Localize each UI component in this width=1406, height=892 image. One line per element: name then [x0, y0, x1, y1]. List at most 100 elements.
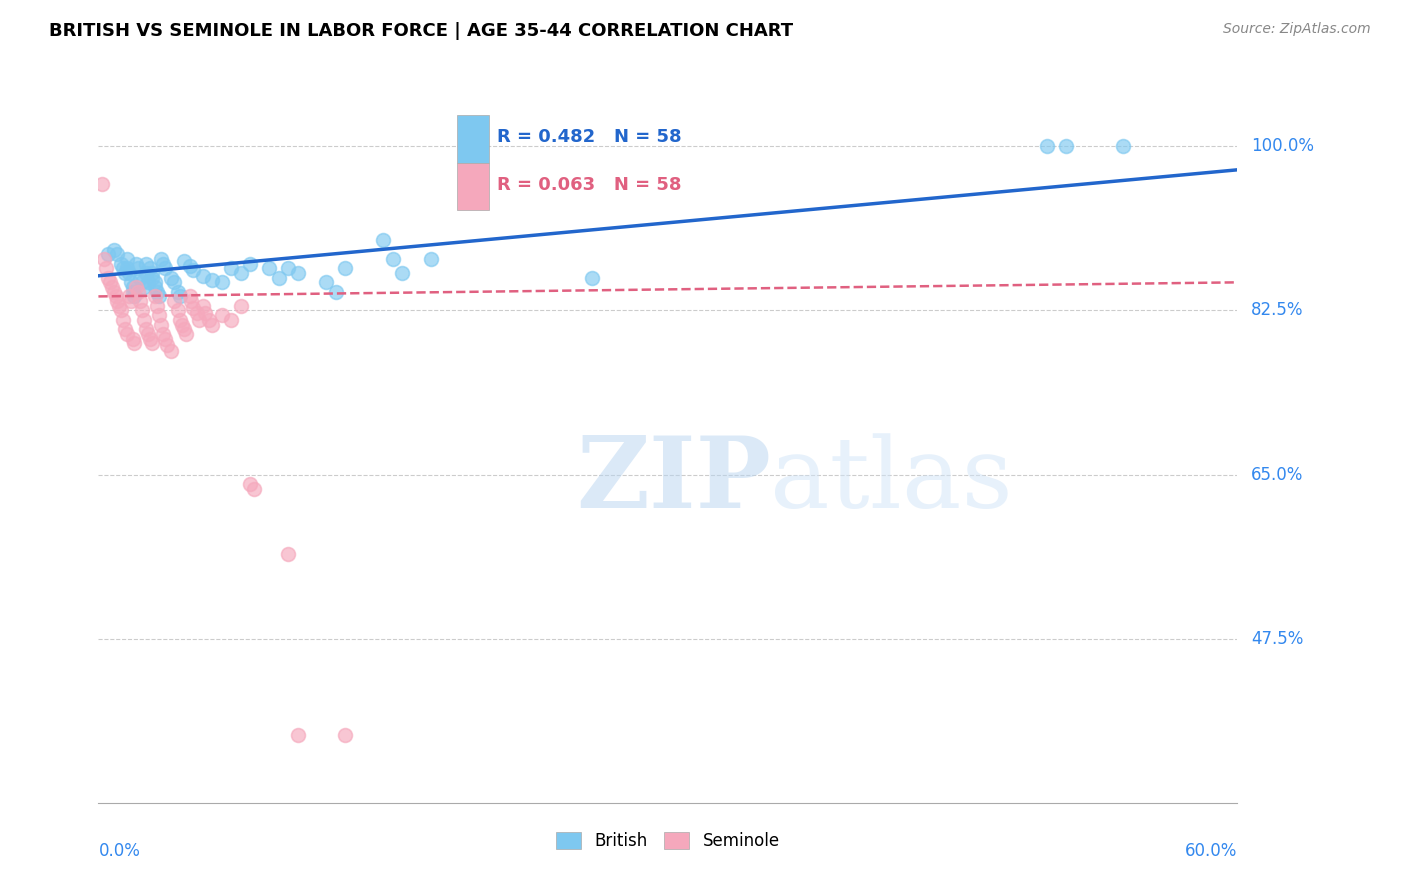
Point [135, 257, 157, 271]
Point [112, 261, 135, 276]
Point [170, 318, 193, 332]
Point [127, 261, 149, 276]
Point [243, 482, 266, 496]
Point [135, 266, 157, 280]
Point [183, 301, 205, 315]
Point [120, 276, 142, 290]
Point [100, 280, 122, 294]
Point [93, 252, 115, 266]
Point [112, 313, 135, 327]
Point [167, 303, 190, 318]
Point [132, 280, 155, 294]
Point [186, 306, 208, 320]
Text: R = 0.482   N = 58: R = 0.482 N = 58 [498, 128, 682, 146]
Point [315, 276, 337, 290]
Point [201, 318, 224, 332]
Point [335, 728, 357, 742]
Point [167, 285, 190, 299]
Point [145, 276, 167, 290]
Point [391, 266, 413, 280]
Point [419, 252, 441, 266]
Point [183, 263, 205, 277]
Point [239, 257, 262, 271]
Point [1036, 139, 1059, 153]
Point [120, 294, 142, 309]
Point [103, 285, 125, 299]
Point [110, 257, 132, 271]
Point [169, 289, 191, 303]
Point [163, 276, 186, 290]
Point [132, 313, 155, 327]
Point [129, 270, 152, 285]
Point [173, 322, 195, 336]
Point [325, 285, 347, 299]
Text: 82.5%: 82.5% [1251, 301, 1303, 319]
Point [153, 261, 176, 276]
Text: BRITISH VS SEMINOLE IN LABOR FORCE | AGE 35-44 CORRELATION CHART: BRITISH VS SEMINOLE IN LABOR FORCE | AGE… [49, 22, 793, 40]
Text: Source: ZipAtlas.com: Source: ZipAtlas.com [1223, 22, 1371, 37]
Point [146, 299, 169, 313]
Legend: British, Seminole: British, Seminole [550, 825, 786, 856]
Point [136, 326, 159, 341]
Point [259, 261, 281, 276]
Point [145, 289, 167, 303]
FancyBboxPatch shape [457, 163, 489, 211]
Point [159, 343, 181, 358]
Point [118, 289, 141, 303]
Point [152, 326, 174, 341]
Point [229, 299, 252, 313]
Point [97, 247, 120, 261]
Point [267, 270, 290, 285]
Point [121, 332, 143, 346]
Point [581, 270, 603, 285]
Point [277, 547, 299, 561]
Point [141, 336, 163, 351]
Point [98, 276, 121, 290]
Text: 65.0%: 65.0% [1251, 466, 1303, 483]
Point [148, 289, 170, 303]
Point [152, 257, 174, 271]
Point [287, 728, 309, 742]
Point [277, 261, 299, 276]
Point [115, 326, 138, 341]
Text: 0.0%: 0.0% [98, 842, 141, 860]
Point [191, 299, 214, 313]
Point [103, 243, 125, 257]
Point [94, 261, 117, 276]
Point [97, 270, 120, 285]
Point [1056, 139, 1078, 153]
Point [191, 268, 214, 283]
FancyBboxPatch shape [457, 115, 489, 163]
Point [180, 294, 202, 309]
Point [150, 252, 173, 266]
Point [141, 270, 163, 285]
Point [114, 266, 136, 280]
Text: R = 0.063   N = 58: R = 0.063 N = 58 [498, 176, 682, 194]
Text: ZIP: ZIP [576, 433, 772, 530]
Point [179, 289, 201, 303]
Text: 47.5%: 47.5% [1251, 630, 1303, 648]
Point [173, 253, 195, 268]
Point [136, 276, 159, 290]
Point [121, 280, 143, 294]
Point [146, 285, 169, 299]
Point [1112, 139, 1135, 153]
Point [110, 303, 132, 318]
Point [115, 261, 138, 276]
Point [174, 326, 197, 341]
Point [211, 276, 233, 290]
Point [201, 272, 224, 286]
Point [156, 338, 179, 352]
Point [197, 313, 219, 327]
Point [211, 308, 233, 322]
Point [118, 266, 141, 280]
Point [179, 260, 201, 274]
Point [221, 261, 243, 276]
Point [335, 261, 357, 276]
Point [287, 266, 309, 280]
Point [148, 308, 170, 322]
Point [108, 299, 131, 313]
Point [163, 294, 186, 309]
Text: atlas: atlas [770, 434, 1014, 529]
Point [145, 280, 167, 294]
